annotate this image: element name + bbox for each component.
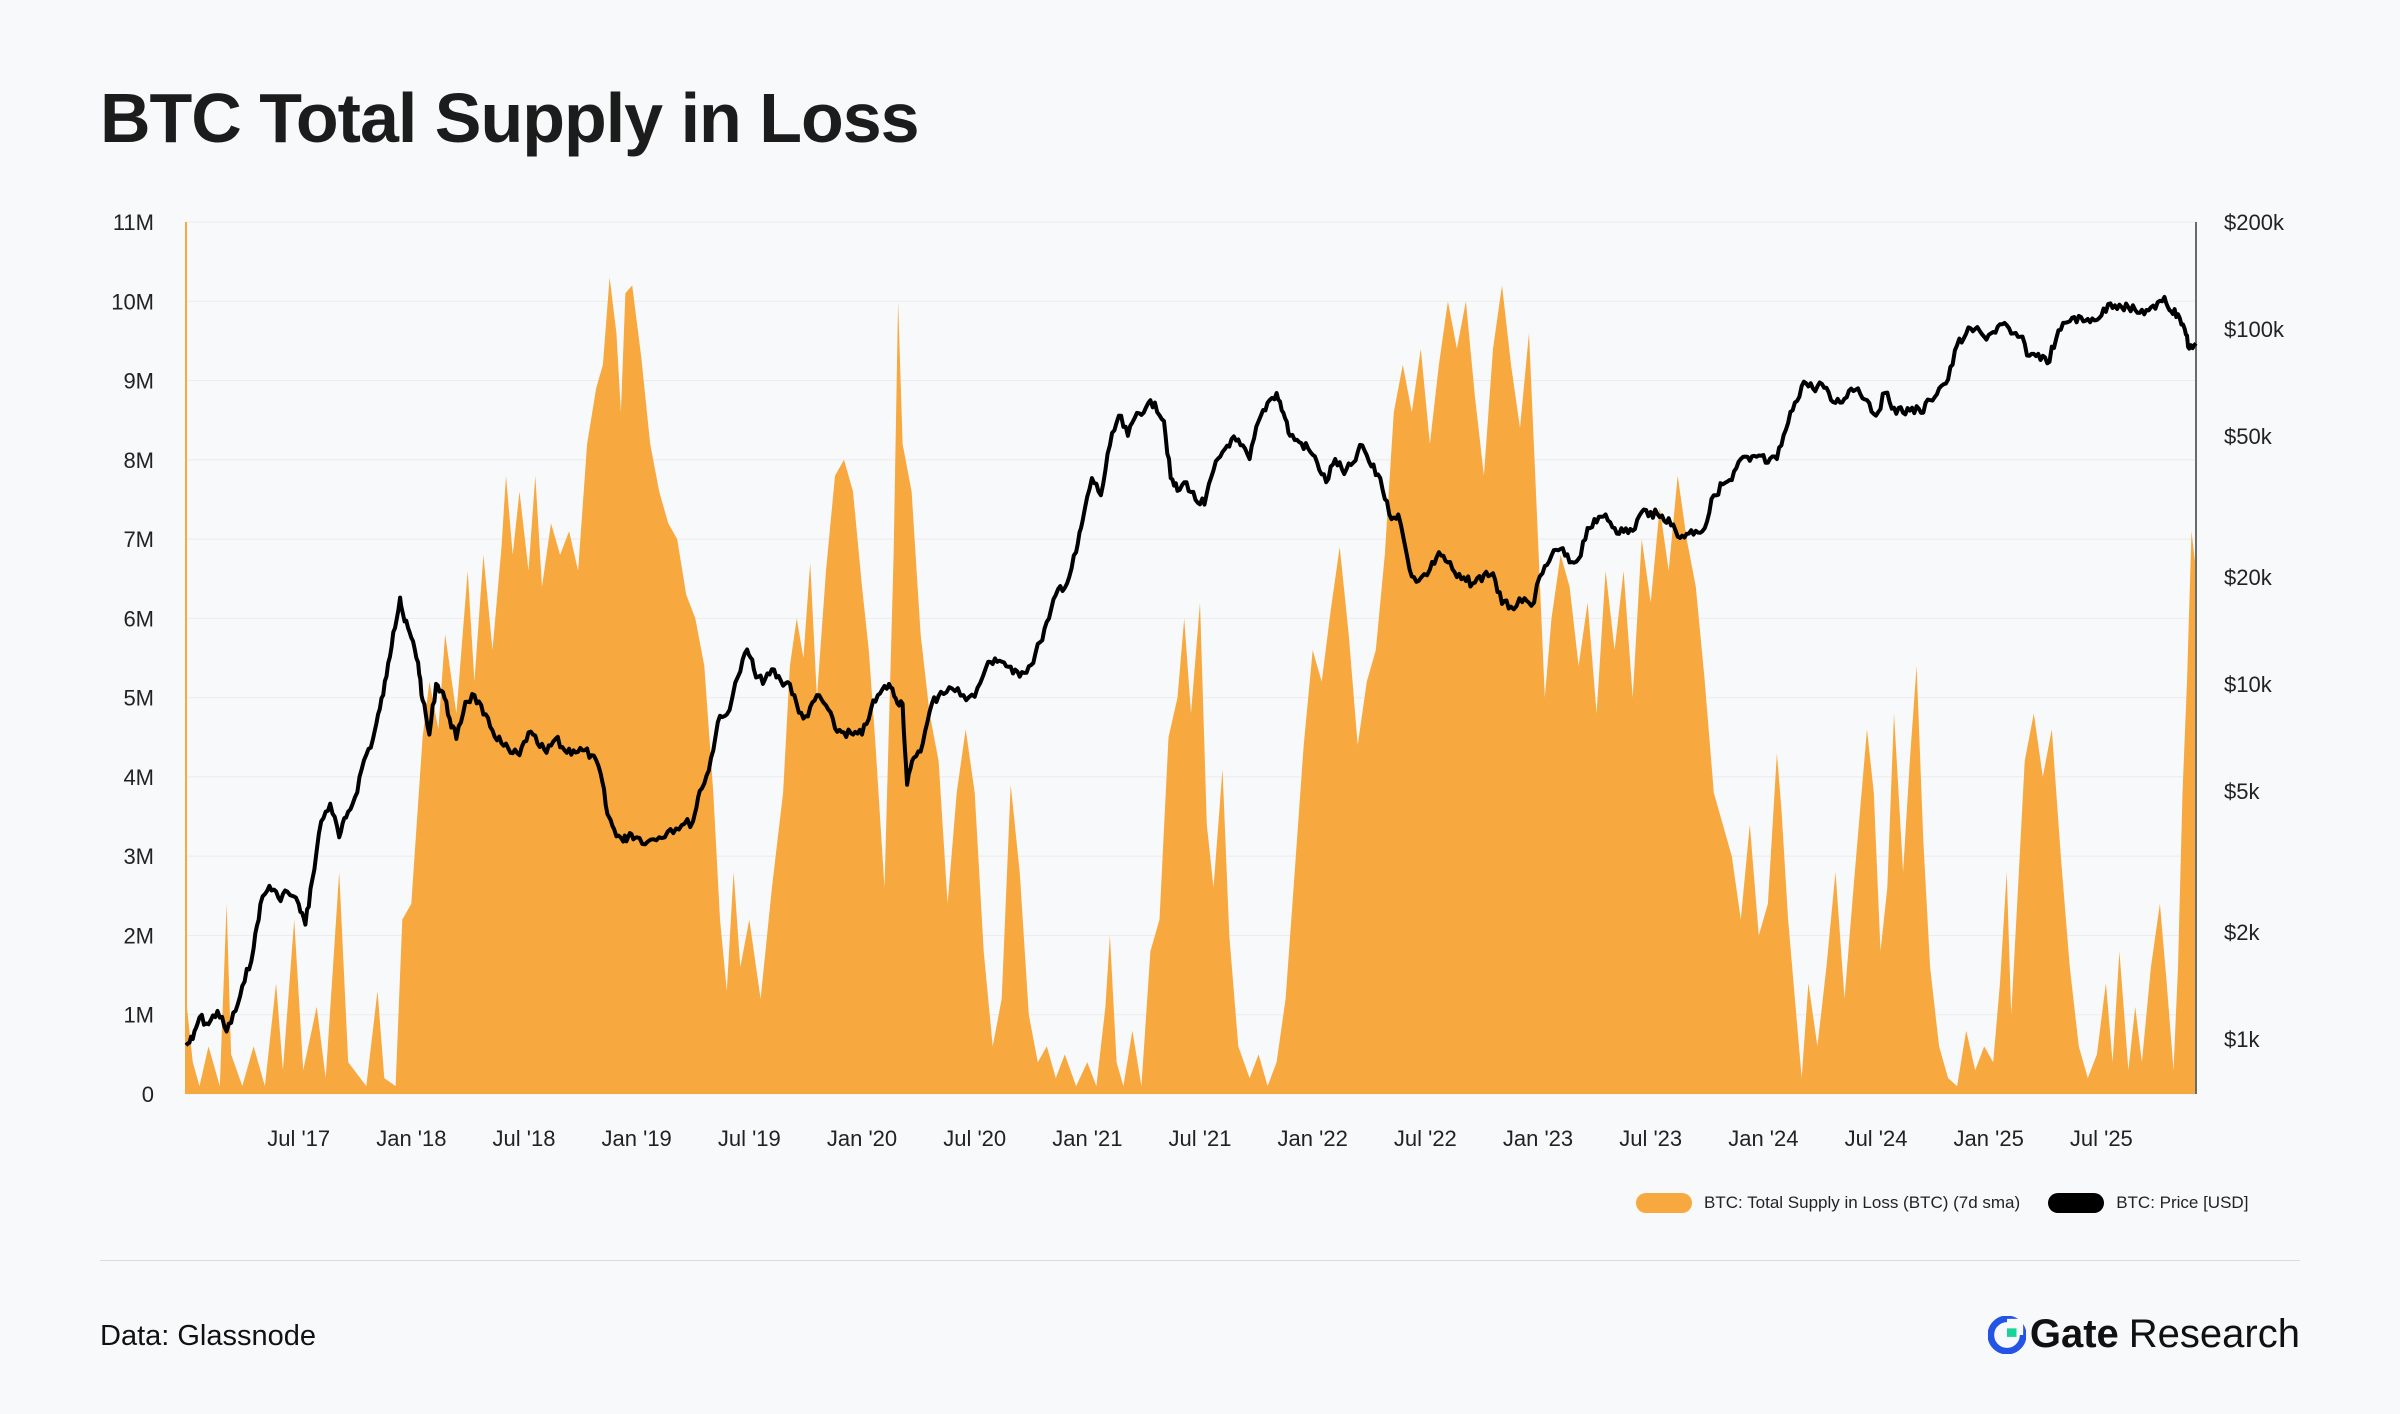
x-tick-label: Jul '22: [1394, 1126, 1457, 1151]
left-tick-label: 7M: [123, 527, 154, 552]
legend-swatch-price: [2048, 1193, 2105, 1213]
brand-logo: Gate Research: [1987, 1312, 2300, 1357]
x-tick-label: Jan '22: [1278, 1126, 1348, 1151]
x-axis-ticks: Jul '17 Jan '18 Jul '18 Jan '19 Jul '19 Jan '…: [267, 1126, 2133, 1151]
right-tick-label: $10k: [2224, 672, 2273, 697]
brand-name: Gate: [2029, 1312, 2119, 1356]
right-tick-label: $200k: [2224, 210, 2285, 235]
price-line: [184, 295, 2198, 1047]
right-tick-label: $50k: [2224, 424, 2273, 449]
left-axis-ticks: 0 1M 2M 3M 4M 5M 6M 7M 8M 9M 10M 11M: [111, 210, 154, 1107]
legend-swatch-supply: [1636, 1193, 1692, 1213]
left-tick-label: 0: [142, 1082, 154, 1107]
left-tick-label: 3M: [123, 844, 154, 869]
x-tick-label: Jan '20: [827, 1126, 897, 1151]
x-tick-label: Jul '25: [2070, 1126, 2133, 1151]
gate-logo-icon: [1987, 1315, 2026, 1354]
right-tick-label: $20k: [2224, 565, 2273, 590]
legend-item-supply[interactable]: BTC: Total Supply in Loss (BTC) (7d sma): [1636, 1193, 2020, 1213]
x-tick-label: Jul '17: [267, 1126, 330, 1151]
legend-label-supply: BTC: Total Supply in Loss (BTC) (7d sma): [1704, 1193, 2021, 1212]
left-tick-label: 5M: [123, 686, 154, 711]
left-tick-label: 1M: [123, 1003, 154, 1028]
right-tick-label: $5k: [2224, 779, 2260, 804]
left-tick-label: 4M: [123, 765, 154, 790]
x-tick-label: Jul '19: [718, 1126, 781, 1151]
left-tick-label: 11M: [113, 210, 154, 235]
x-tick-label: Jan '19: [602, 1126, 672, 1151]
x-tick-label: Jan '25: [1954, 1126, 2024, 1151]
right-tick-label: $1k: [2224, 1027, 2260, 1052]
x-tick-label: Jan '24: [1728, 1126, 1798, 1151]
left-tick-label: 10M: [111, 289, 154, 314]
right-tick-label: $100k: [2224, 317, 2285, 342]
x-tick-label: Jul '18: [493, 1126, 556, 1151]
data-source: Data: Glassnode: [100, 1320, 317, 1352]
x-tick-label: Jan '21: [1052, 1126, 1122, 1151]
left-tick-label: 9M: [123, 369, 154, 394]
x-tick-label: Jan '23: [1503, 1126, 1573, 1151]
x-tick-label: Jul '23: [1619, 1126, 1682, 1151]
page-title: BTC Total Supply in Loss: [100, 79, 920, 157]
footer-divider: [100, 1260, 2300, 1261]
legend: BTC: Total Supply in Loss (BTC) (7d sma)…: [1636, 1193, 2276, 1213]
right-axis-ticks: $1k $2k $5k $10k $20k $50k $100k $200k: [2224, 210, 2285, 1052]
x-tick-label: Jan '18: [376, 1126, 446, 1151]
legend-label-price: BTC: Price [USD]: [2116, 1193, 2249, 1212]
legend-item-price[interactable]: BTC: Price [USD]: [2048, 1193, 2248, 1213]
supply-in-loss-area: [186, 277, 2196, 1094]
x-tick-label: Jul '21: [1169, 1126, 1232, 1151]
x-tick-label: Jul '24: [1845, 1126, 1908, 1151]
x-tick-label: Jul '20: [943, 1126, 1006, 1151]
left-tick-label: 2M: [123, 923, 154, 948]
brand-suffix: Research: [2128, 1312, 2300, 1356]
left-tick-label: 8M: [123, 448, 154, 473]
right-tick-label: $2k: [2224, 920, 2260, 945]
left-tick-label: 6M: [123, 606, 154, 631]
